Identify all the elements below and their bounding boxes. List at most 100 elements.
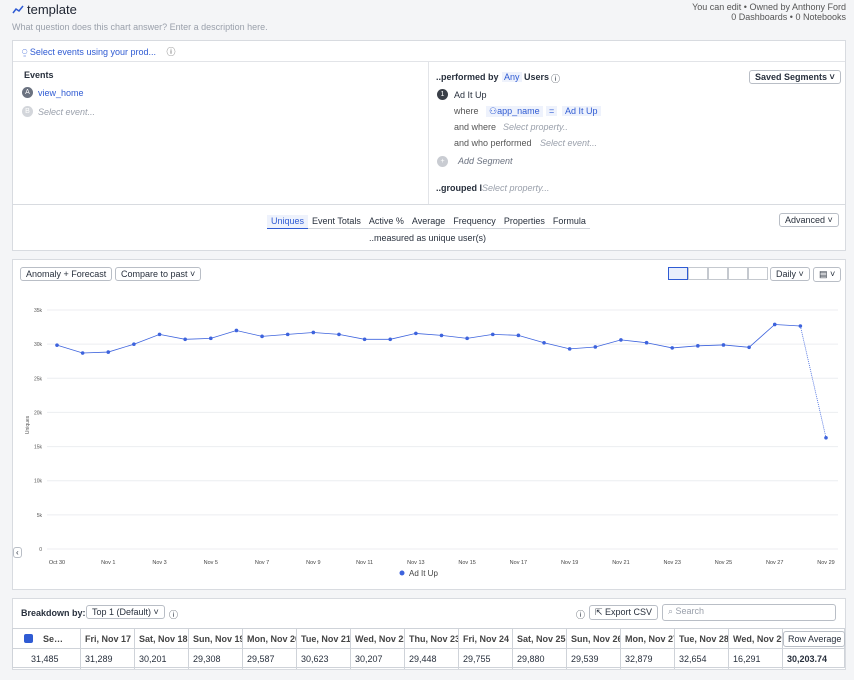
table-cell: 29,308 — [189, 649, 243, 669]
column-header[interactable]: Sun, Nov 26 — [567, 629, 621, 649]
point — [567, 347, 572, 351]
column-header[interactable]: Mon, Nov 20 — [243, 629, 297, 649]
column-header[interactable]: Fri, Nov 17 — [81, 629, 135, 649]
description[interactable]: What question does this chart answer? En… — [12, 22, 268, 32]
column-header[interactable]: Sat, Nov 18 — [135, 629, 189, 649]
table-type[interactable] — [748, 267, 768, 280]
point — [593, 345, 598, 349]
point — [644, 340, 649, 345]
table: Se… Fri, Nov 17 Sat, Nov 18 Sun, Nov 19 Mon,… — [12, 628, 845, 669]
column-header[interactable]: Wed, Nov 22 — [351, 629, 405, 649]
column-header[interactable]: Se… — [39, 629, 81, 649]
source-label: Select events using your prod... — [29, 47, 156, 57]
table-cell: 31,485 — [13, 649, 81, 669]
x-tick-label: Nov 5 — [204, 560, 218, 566]
interval[interactable]: Daily ˅ — [770, 267, 810, 281]
segment-name[interactable]: Ad It Up — [454, 90, 487, 100]
export-label: Export CSV — [605, 607, 653, 617]
source-picker[interactable]: ⍜ Select events using your prod... ⓘ — [22, 47, 176, 57]
add-icon: + — [437, 156, 448, 167]
y-tick-label: 35k — [34, 308, 43, 314]
property-value[interactable]: Ad It Up — [562, 106, 601, 116]
point — [362, 337, 367, 342]
search[interactable]: ⌕ Search — [662, 604, 836, 621]
export-button[interactable]: ⇱ Export CSV — [589, 605, 659, 620]
line-type[interactable] — [668, 267, 688, 280]
divider — [428, 61, 429, 204]
property[interactable]: ⚇app_name — [486, 106, 543, 117]
column-header[interactable]: Tue, Nov 21 — [297, 629, 351, 649]
point — [157, 332, 162, 337]
y-tick-label: 15k — [34, 445, 43, 451]
point — [465, 336, 469, 341]
measure-tab[interactable]: Frequency — [449, 215, 500, 229]
area-type[interactable] — [688, 267, 708, 280]
x-tick-label: Nov 7 — [255, 560, 269, 566]
measure-tab[interactable]: Uniques — [267, 215, 309, 229]
event-name[interactable]: view_home — [38, 88, 84, 98]
x-tick-label: Nov 23 — [663, 560, 680, 566]
users: Users — [524, 72, 550, 82]
column-header[interactable]: Sun, Nov 19 — [189, 629, 243, 649]
search-placeholder: Search — [675, 606, 705, 616]
scroll-left[interactable]: ‹ — [13, 547, 22, 558]
select-event[interactable]: Select event... — [540, 138, 598, 148]
column-header[interactable]: Wed, Nov 29 — [729, 629, 783, 649]
column-header[interactable]: Sat, Nov 25 — [513, 629, 567, 649]
compare-button[interactable]: Compare to past ˅ — [115, 267, 202, 281]
x-tick-label: Nov 21 — [612, 560, 629, 566]
operator[interactable]: = — [546, 106, 558, 116]
y-axis-label: Uniques — [25, 415, 31, 434]
x-tick-label: Nov 25 — [715, 560, 732, 566]
top-select[interactable]: Top 1 (Default) ˅ — [86, 605, 165, 619]
table-cell: 32,879 — [621, 649, 675, 669]
advanced[interactable]: Advanced ˅ — [779, 213, 839, 227]
any-toggle[interactable]: Any — [502, 72, 522, 82]
query-panel — [12, 40, 846, 251]
y-tick-label: 20k — [34, 410, 43, 416]
measure-tab[interactable]: Properties — [499, 215, 549, 229]
table-cell: 29,755 — [459, 649, 513, 669]
hbar-type[interactable] — [728, 267, 748, 280]
advanced-label: Advanced — [785, 215, 826, 225]
and-where: and where — [454, 122, 497, 132]
point — [798, 324, 803, 328]
column-header[interactable]: Tue, Nov 28 — [675, 629, 729, 649]
measure-tab[interactable]: Average — [407, 215, 450, 229]
top-label: Top 1 (Default) — [92, 607, 152, 617]
select-property[interactable]: Select property.. — [503, 122, 568, 132]
point — [337, 332, 341, 337]
event-name[interactable]: Select event... — [38, 107, 96, 117]
column-header[interactable]: Fri, Nov 24 — [459, 629, 513, 649]
point — [542, 340, 546, 345]
column-header[interactable]: Row Average — [783, 631, 845, 647]
add-segment[interactable]: Add Segment — [458, 156, 513, 166]
table-cell: 29,539 — [567, 649, 621, 669]
date-picker[interactable]: ▤ ˅ — [813, 267, 842, 282]
chart-icon — [12, 5, 24, 14]
point — [490, 332, 495, 337]
point — [183, 337, 187, 342]
x-tick-label: Nov 11 — [356, 560, 373, 566]
saved-segments[interactable]: Saved Segments ˅ — [749, 70, 841, 84]
point — [772, 322, 777, 327]
info-icon: ⓘ — [551, 74, 561, 84]
page-title[interactable]: template — [27, 2, 77, 17]
point — [234, 328, 239, 333]
event-badge: A — [22, 87, 33, 98]
bar-type[interactable] — [708, 267, 728, 280]
chart-type-picker — [668, 267, 768, 280]
measure-tab[interactable]: Formula — [548, 215, 590, 229]
info-icon: ⓘ — [169, 610, 179, 620]
point — [747, 345, 751, 350]
anomaly-button[interactable]: Anomaly + Forecast — [20, 267, 113, 281]
y-tick-label: 25k — [34, 376, 43, 382]
group-placeholder[interactable]: Select property... — [482, 183, 550, 193]
point — [696, 344, 700, 348]
select-all[interactable] — [24, 634, 33, 643]
column-header[interactable]: Thu, Nov 23 — [405, 629, 459, 649]
point — [439, 333, 444, 338]
measure-tab[interactable]: Event Totals — [308, 215, 365, 229]
measure-tab[interactable]: Active % — [364, 215, 408, 229]
column-header[interactable]: Mon, Nov 27 — [621, 629, 675, 649]
